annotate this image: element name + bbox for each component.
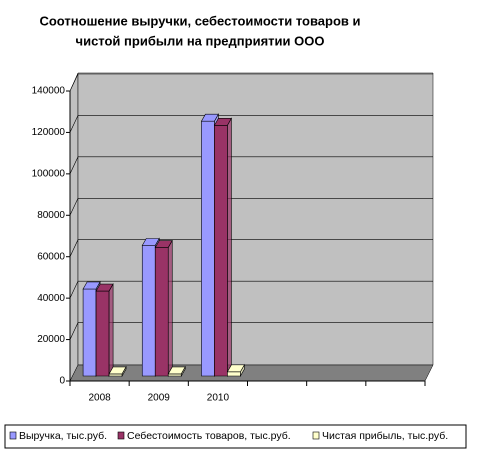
- bar-side: [240, 363, 245, 378]
- bar-side: [180, 365, 186, 378]
- y-tick-label: 100000: [32, 168, 66, 179]
- bar: [154, 239, 173, 378]
- legend-swatch: [117, 431, 125, 440]
- legend-swatch: [312, 431, 320, 440]
- grid-line: [69, 280, 433, 299]
- y-tick-label: 40000: [37, 293, 65, 304]
- side-wall: [69, 72, 79, 382]
- x-tick-label: 2009: [148, 393, 171, 404]
- bar: [95, 282, 114, 378]
- bar-front: [108, 373, 123, 377]
- grid-line: [69, 197, 433, 216]
- legend-label: Себестоимость товаров, тыс.руб.: [127, 430, 291, 442]
- chart-title: чистой прибыли на предприятии ООО: [76, 33, 325, 48]
- x-tick-label: 2010: [207, 393, 230, 404]
- bar: [167, 365, 186, 378]
- bar-front: [82, 288, 97, 377]
- grid-line: [69, 239, 433, 257]
- y-tick-label: 80000: [37, 210, 65, 221]
- back-wall: [77, 72, 434, 366]
- y-tick-label: 0: [59, 376, 65, 387]
- grid-line: [69, 115, 433, 133]
- legend-label: Выручка, тыс.руб.: [19, 430, 107, 442]
- grid-line: [69, 322, 433, 340]
- grid-line: [69, 73, 433, 92]
- legend-label: Чистая прибыль, тыс.руб.: [322, 430, 448, 442]
- bar-front: [167, 373, 182, 377]
- legend: [4, 424, 467, 449]
- bar-side: [227, 117, 232, 378]
- bar-front: [227, 371, 241, 377]
- bar: [108, 365, 127, 378]
- grid-line: [69, 156, 433, 174]
- bar: [226, 363, 245, 378]
- chart-title: Соотношение выручки, себестоимости товар…: [39, 13, 360, 28]
- y-tick-label: 20000: [37, 334, 65, 345]
- bar-front: [201, 120, 215, 377]
- bar-front: [95, 290, 110, 377]
- bar: [213, 117, 232, 378]
- x-tick-label: 2008: [88, 393, 111, 404]
- legend-swatch: [9, 431, 17, 440]
- bar-side: [167, 239, 173, 378]
- bar-side: [121, 365, 127, 378]
- y-tick-label: 120000: [32, 127, 66, 138]
- bar-front: [154, 247, 169, 377]
- bar-front: [141, 245, 156, 377]
- bar-side: [108, 282, 114, 378]
- y-tick-label: 140000: [32, 86, 66, 97]
- bar-front: [214, 125, 228, 377]
- y-tick-label: 60000: [37, 251, 65, 262]
